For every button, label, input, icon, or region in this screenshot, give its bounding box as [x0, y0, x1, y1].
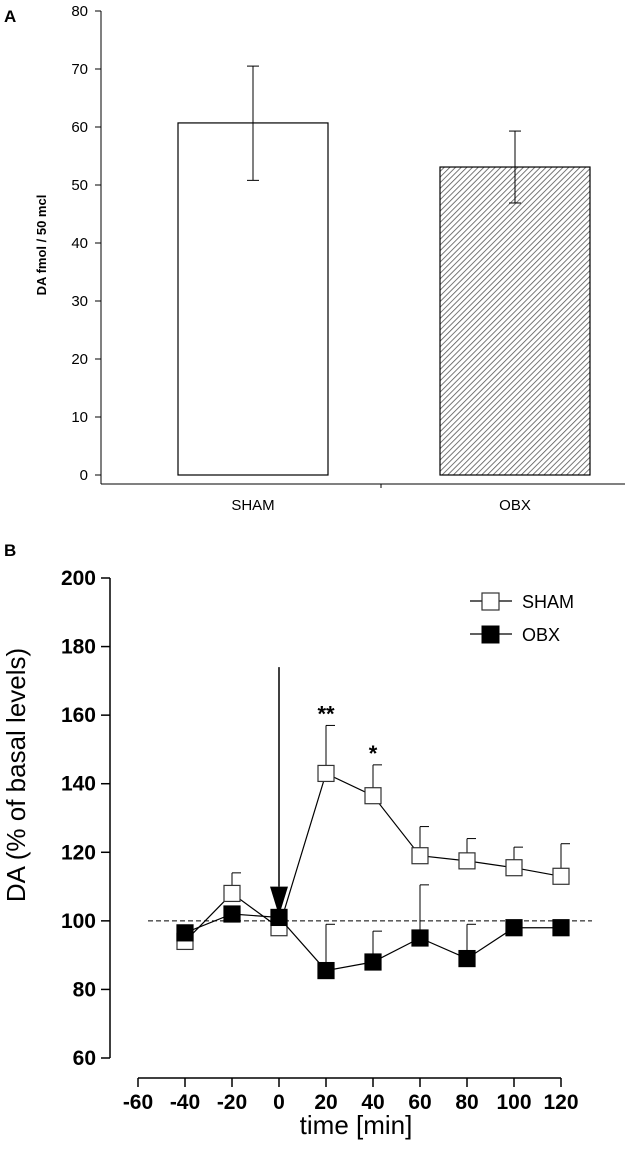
- panel-a-y-tick-label: 60: [71, 119, 88, 136]
- panel-b-obx-point: [317, 961, 335, 980]
- panel-b-obx-point: [176, 924, 194, 942]
- panel-b-x-tick-label: -40: [170, 1091, 200, 1114]
- panel-b-obx-point: [411, 929, 429, 947]
- panel-b-sham-point: [223, 884, 241, 903]
- legend-obx-label: OBX: [522, 625, 560, 645]
- legend: SHAM OBX: [470, 592, 574, 645]
- panel-b-sham-point: [552, 867, 570, 885]
- panel-b-x-tick-label: 100: [496, 1091, 531, 1114]
- panel-a-chart: 0 10 20 30 40 50 60 70 80 SHAM OBX: [71, 3, 625, 514]
- panel-b-x-axis-label: time [min]: [300, 1110, 413, 1140]
- panel-b-arrow-head: [270, 886, 288, 916]
- legend-sham-marker: [481, 592, 500, 611]
- panel-b-y-tick-label: 160: [61, 704, 96, 727]
- panel-b-y-tick-label: 100: [61, 910, 96, 933]
- panel-b-obx-point: [505, 919, 523, 937]
- panel-b-sham-point: [411, 847, 429, 865]
- panel-a-y-tick-label: 50: [71, 177, 88, 194]
- panel-b-x-tick-label: 0: [273, 1091, 285, 1114]
- panel-b-obx-point: [223, 905, 241, 923]
- panel-b-chart: 60 80 100 120 140 160 180 200 -60 -40 -20 0 20 40 60 80…: [61, 567, 592, 1114]
- panel-b-y-tick-label: 180: [61, 636, 96, 659]
- panel-a-y-tick-label: 80: [71, 3, 88, 20]
- panel-b-x-tick-label: 40: [361, 1091, 384, 1114]
- panel-b-obx-point: [458, 949, 476, 968]
- panel-a-y-tick-label: 10: [71, 409, 88, 426]
- panel-a-category-label: SHAM: [231, 497, 274, 514]
- panel-b-y-tick-label: 120: [61, 841, 96, 864]
- panel-b-obx-point: [270, 908, 288, 927]
- panel-b-y-tick-label: 140: [61, 773, 96, 796]
- panel-b-y-axis-label: DA (% of basal levels): [1, 648, 31, 902]
- panel-a-bar-sham: [177, 122, 329, 476]
- panel-b-x-tick-label: -20: [217, 1091, 247, 1114]
- panel-b-sham-point: [458, 852, 476, 870]
- panel-b-obx-point: [364, 953, 382, 971]
- panel-b-sham-point: [364, 787, 382, 805]
- panel-b-x-tick-label: 120: [543, 1091, 578, 1114]
- panel-b-x-tick-label: -60: [123, 1091, 153, 1114]
- panel-b-sham-point: [505, 859, 523, 877]
- panel-b-x-tick-label: 80: [455, 1091, 478, 1114]
- panel-a-bar-obx: [439, 166, 591, 476]
- panel-a-y-tick-label: 40: [71, 235, 88, 252]
- legend-sham-label: SHAM: [522, 592, 574, 612]
- panel-a-y-axis-label: DA fmol / 50 mcl: [34, 195, 49, 296]
- panel-b-significance-marker: **: [317, 701, 335, 726]
- panel-a-y-tick-label: 70: [71, 61, 88, 78]
- panel-b-x-tick-label: 60: [408, 1091, 431, 1114]
- panel-b-y-tick-label: 200: [61, 567, 96, 590]
- panel-b-label: B: [4, 541, 16, 560]
- panel-b-x-tick-label: 20: [314, 1091, 337, 1114]
- panel-b-y-tick-label: 60: [73, 1047, 96, 1070]
- panel-a-y-tick-label: 30: [71, 293, 88, 310]
- panel-a-label: A: [4, 7, 16, 26]
- panel-a-y-tick-label: 0: [80, 467, 88, 484]
- panel-b-sham-point: [317, 764, 335, 783]
- panel-b-significance-marker: *: [369, 741, 378, 766]
- panel-b-y-tick-label: 80: [73, 978, 96, 1001]
- legend-obx-marker: [481, 625, 500, 644]
- panel-b-obx-point: [552, 919, 570, 937]
- panel-a-category-label: OBX: [499, 497, 531, 514]
- panel-a-y-tick-label: 20: [71, 351, 88, 368]
